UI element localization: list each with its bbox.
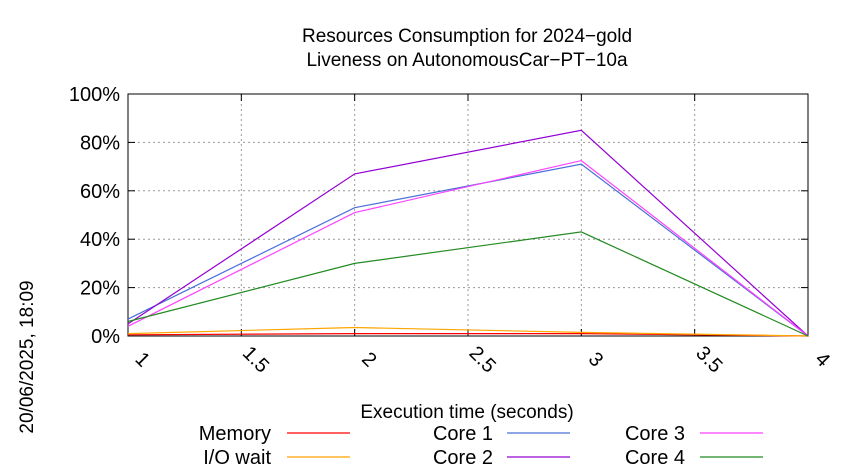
series-lines bbox=[127, 129, 809, 337]
timestamp-label: 20/06/2025, 18:09 bbox=[17, 280, 38, 433]
series-line-i-o-wait bbox=[127, 326, 809, 337]
x-tick-label: 1 bbox=[131, 348, 154, 371]
x-tick-label: 4 bbox=[811, 348, 834, 371]
legend-label-core-1: Core 1 bbox=[433, 423, 493, 445]
grid bbox=[128, 94, 808, 336]
legend-label-core-4: Core 4 bbox=[625, 447, 685, 469]
y-tick-label: 40% bbox=[80, 229, 120, 251]
chart-title: Resources Consumption for 2024−gold bbox=[302, 26, 632, 47]
series-line-core-2 bbox=[127, 129, 809, 337]
y-tick-label: 60% bbox=[80, 181, 120, 203]
chart-subtitle: Liveness on AutonomousCar−PT−10a bbox=[306, 50, 628, 71]
legend-label-core-3: Core 3 bbox=[625, 423, 685, 445]
y-tick-label: 80% bbox=[80, 132, 120, 154]
legend-label-memory: Memory bbox=[199, 423, 271, 445]
x-tick-label: 3.5 bbox=[691, 342, 726, 377]
x-axis-label: Execution time (seconds) bbox=[360, 402, 573, 423]
x-tick-label: 2 bbox=[357, 348, 380, 371]
y-tick-label: 100% bbox=[69, 84, 120, 106]
series-line-core-1 bbox=[127, 163, 809, 337]
y-axis-ticks: 0% 20% 40% 60% 80% 100% bbox=[69, 84, 808, 348]
series-line-core-4 bbox=[127, 231, 809, 337]
x-tick-label: 2.5 bbox=[465, 342, 500, 377]
series-line-core-3 bbox=[127, 159, 809, 337]
y-tick-label: 20% bbox=[80, 278, 120, 300]
legend-label-core-2: Core 2 bbox=[433, 447, 493, 469]
x-tick-label: 1.5 bbox=[238, 342, 273, 377]
x-tick-label: 3 bbox=[584, 348, 607, 371]
legend-label-i-o-wait: I/O wait bbox=[203, 447, 271, 469]
y-tick-label: 0% bbox=[91, 326, 120, 348]
